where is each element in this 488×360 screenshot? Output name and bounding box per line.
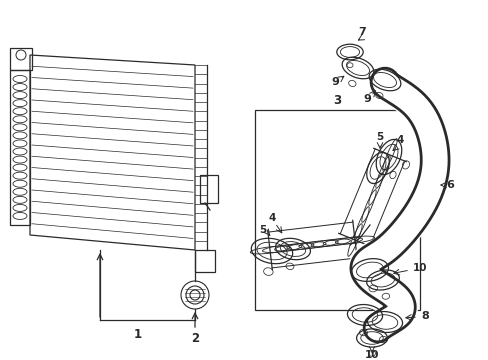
Text: 9: 9 [362, 94, 370, 104]
Bar [195, 250, 215, 272]
Text: 2: 2 [190, 332, 199, 345]
Text: 3: 3 [332, 94, 340, 107]
Text: 5: 5 [259, 225, 266, 235]
Bar [254, 110, 419, 310]
Text: 9: 9 [330, 77, 338, 87]
Text: 4: 4 [395, 135, 403, 145]
Text: 6: 6 [445, 180, 453, 190]
Text: 4: 4 [268, 213, 275, 223]
Bar [200, 175, 218, 203]
Text: 5: 5 [376, 132, 383, 142]
Bar [10, 70, 30, 225]
Text: 7: 7 [357, 27, 365, 37]
Text: 10: 10 [364, 350, 379, 360]
Text: 10: 10 [412, 263, 427, 273]
Text: 1: 1 [134, 328, 142, 342]
Text: 8: 8 [420, 311, 428, 321]
Bar [10, 48, 32, 70]
